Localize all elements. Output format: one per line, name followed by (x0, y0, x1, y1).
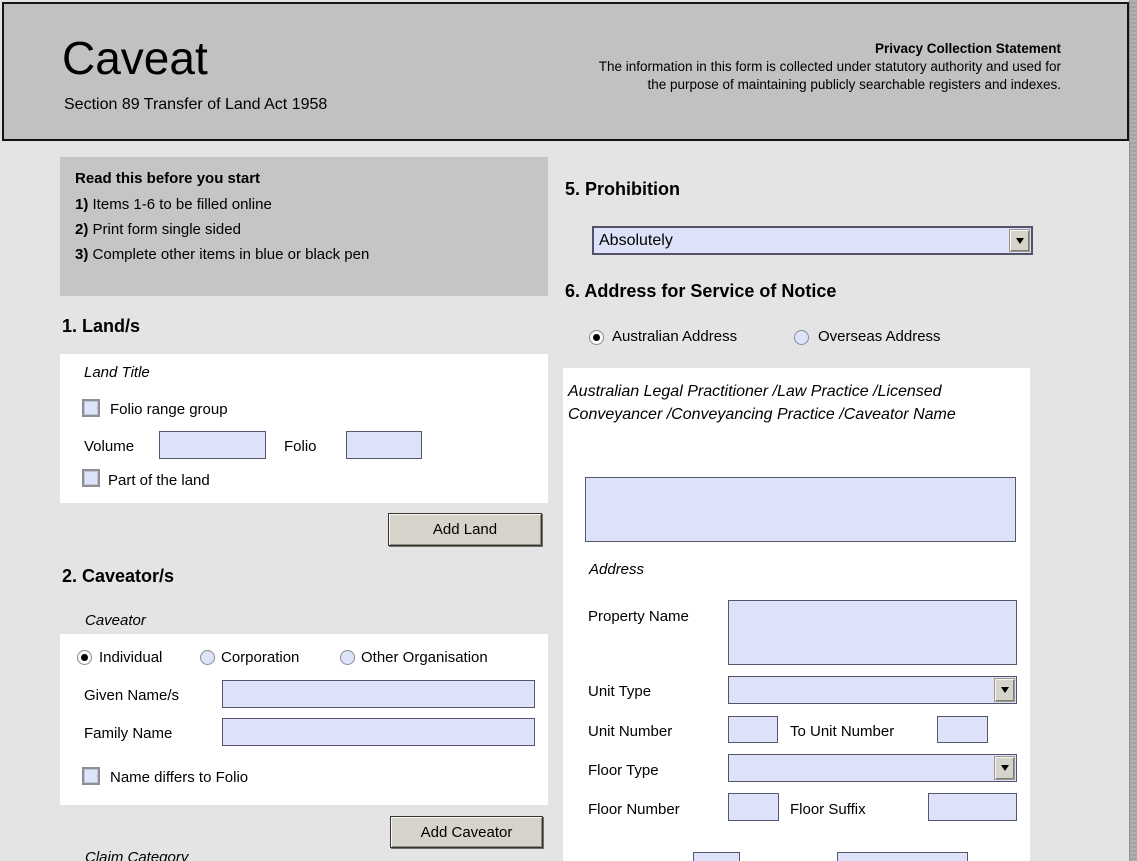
claim-category-group-label: Claim Category (85, 849, 189, 861)
floor-suffix-label: Floor Suffix (790, 801, 866, 818)
scrollbar-track[interactable] (1129, 0, 1137, 861)
folio-label: Folio (284, 438, 317, 455)
property-name-label: Property Name (588, 608, 689, 625)
section-heading-caveator: 2. Caveator/s (62, 566, 175, 586)
practitioner-name-textarea[interactable] (585, 477, 1016, 542)
instruction-item: 3) Complete other items in blue or black… (75, 246, 538, 263)
section-heading-service-address: 6. Address for Service of Notice (565, 281, 837, 301)
instruction-text: Complete other items in blue or black pe… (92, 246, 370, 263)
instruction-text: Print form single sided (92, 221, 241, 238)
section-heading-land: 1. Land/s (62, 316, 141, 336)
given-names-label: Given Name/s (84, 687, 180, 704)
form-subtitle: Section 89 Transfer of Land Act 1958 (64, 96, 328, 113)
other-organisation-radio[interactable] (340, 650, 355, 665)
corporation-radio-label: Corporation (221, 649, 300, 666)
individual-radio-label: Individual (99, 649, 163, 666)
volume-label: Volume (84, 438, 135, 455)
instruction-text: Items 1-6 to be filled online (92, 196, 272, 213)
unit-number-input[interactable] (728, 716, 778, 743)
other-organisation-radio-label: Other Organisation (361, 649, 488, 666)
practitioner-name-label: Australian Legal Practitioner /Law Pract… (568, 383, 956, 423)
instruction-number: 1) (75, 196, 89, 213)
floor-number-label: Floor Number (588, 801, 680, 818)
given-names-input[interactable] (222, 680, 535, 708)
volume-input[interactable] (159, 431, 266, 459)
land-panel (60, 354, 548, 503)
prohibition-dropdown-arrow-button[interactable] (1009, 229, 1030, 252)
folio-input[interactable] (346, 431, 422, 459)
part-of-land-label: Part of the land (108, 472, 210, 489)
chevron-down-icon (1000, 765, 1009, 771)
name-differs-checkbox[interactable] (82, 767, 100, 785)
privacy-body: The information in this form is collecte… (598, 59, 1061, 92)
form-header: Caveat Section 89 Transfer of Land Act 1… (2, 2, 1129, 141)
instruction-item: 2) Print form single sided (75, 221, 538, 238)
australian-address-radio[interactable] (589, 330, 604, 345)
family-name-input[interactable] (222, 718, 535, 746)
chevron-down-icon (1015, 237, 1024, 244)
family-name-label: Family Name (84, 725, 173, 742)
prohibition-dropdown-value: Absolutely (599, 231, 673, 249)
unit-number-label: Unit Number (588, 723, 673, 740)
unit-type-dropdown-arrow-button[interactable] (994, 678, 1015, 702)
street-number-input-cutoff[interactable] (693, 852, 740, 861)
australian-address-radio-label: Australian Address (612, 328, 738, 345)
part-of-land-checkbox[interactable] (82, 469, 100, 487)
individual-radio[interactable] (77, 650, 92, 665)
instructions-title: Read this before you start (75, 170, 261, 187)
add-land-button[interactable]: Add Land (388, 513, 542, 546)
prohibition-dropdown[interactable]: Absolutely (592, 226, 1033, 255)
instruction-number: 2) (75, 221, 89, 238)
form-title: Caveat (62, 32, 208, 84)
name-differs-label: Name differs to Folio (110, 769, 249, 786)
property-name-textarea[interactable] (728, 600, 1017, 665)
to-unit-number-label: To Unit Number (790, 723, 895, 740)
address-group-label: Address (589, 561, 645, 578)
to-unit-number-input[interactable] (937, 716, 988, 743)
unit-type-label: Unit Type (588, 683, 652, 700)
unit-type-dropdown[interactable] (728, 676, 1017, 704)
overseas-address-radio[interactable] (794, 330, 809, 345)
floor-type-label: Floor Type (588, 762, 659, 779)
floor-number-input[interactable] (728, 793, 779, 821)
floor-suffix-input[interactable] (928, 793, 1017, 821)
add-caveator-button[interactable]: Add Caveator (390, 816, 543, 848)
folio-range-group-checkbox[interactable] (82, 399, 100, 417)
caveator-group-label: Caveator (85, 612, 146, 629)
instruction-item: 1) Items 1-6 to be filled online (75, 196, 538, 213)
privacy-title: Privacy Collection Statement (874, 41, 1061, 56)
chevron-down-icon (1000, 687, 1009, 693)
floor-type-dropdown-arrow-button[interactable] (994, 756, 1015, 780)
corporation-radio[interactable] (200, 650, 215, 665)
street-name-input-cutoff[interactable] (837, 852, 968, 861)
instruction-number: 3) (75, 246, 89, 263)
floor-type-dropdown[interactable] (728, 754, 1017, 782)
overseas-address-radio-label: Overseas Address (818, 328, 941, 345)
folio-range-group-label: Folio range group (110, 401, 228, 418)
section-heading-prohibition: 5. Prohibition (565, 179, 680, 199)
land-title-group-label: Land Title (84, 364, 150, 381)
instructions-box: Read this before you start 1) Items 1-6 … (60, 157, 548, 296)
privacy-statement: Privacy Collection Statement The informa… (579, 40, 1061, 94)
